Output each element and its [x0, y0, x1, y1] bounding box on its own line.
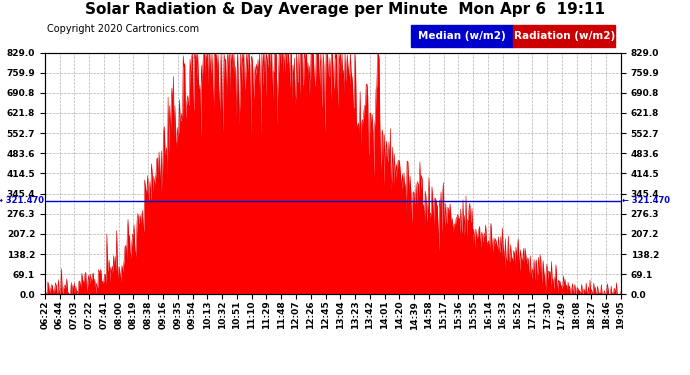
Text: Solar Radiation & Day Average per Minute  Mon Apr 6  19:11: Solar Radiation & Day Average per Minute…	[85, 2, 605, 17]
Text: Radiation (w/m2): Radiation (w/m2)	[514, 31, 615, 41]
Text: Copyright 2020 Cartronics.com: Copyright 2020 Cartronics.com	[47, 24, 199, 34]
Text: → 321.470: → 321.470	[0, 196, 44, 205]
Text: Median (w/m2): Median (w/m2)	[417, 31, 506, 41]
Text: ← 321.470: ← 321.470	[622, 196, 669, 205]
